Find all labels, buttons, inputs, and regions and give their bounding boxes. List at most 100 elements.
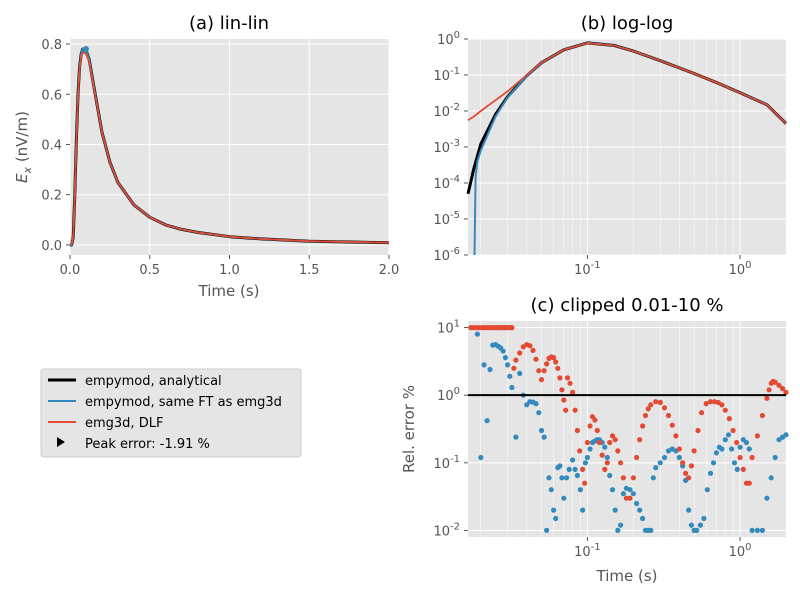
error-point [561,397,567,403]
error-point [627,495,633,501]
series-line-2 [467,42,787,125]
error-point [725,432,732,438]
y-tick-label: 10-1 [433,66,460,84]
error-point [730,427,736,434]
error-point [661,405,668,411]
error-point [695,427,701,434]
error-point [580,507,586,513]
error-point [653,399,659,405]
error-point [746,446,752,452]
panel-b-grid [468,38,786,256]
error-point [642,412,649,419]
error-point [686,475,692,481]
error-point [673,433,679,439]
error-point [524,402,530,408]
panel-b-title: (b) log-log [581,13,674,34]
error-point [500,348,506,354]
error-point [640,423,646,429]
error-point [749,454,755,461]
error-point [502,355,508,361]
error-point [691,448,697,454]
error-point [548,487,554,493]
error-point [570,457,576,463]
error-point [572,466,578,472]
error-point [587,446,593,452]
panel-b: 10-1 100 10-6 10-5 10-4 10-3 10-2 10-1 100 (b) l… [433,13,788,278]
error-point [648,527,654,534]
error-point [766,387,772,393]
error-point [604,454,610,461]
error-point [587,423,593,429]
error-point [731,460,738,466]
error-point [699,410,705,416]
error-point [740,466,746,472]
y-tick-label: 0.2 [41,189,62,204]
error-point [637,507,643,513]
error-point [572,407,578,413]
error-point [607,439,613,446]
x-tick-label: 100 [729,260,752,278]
error-point [704,487,710,493]
error-point [772,379,778,385]
y-tick-label: 100 [437,30,460,48]
error-point [686,507,692,513]
x-tick-label: 0.0 [60,263,81,278]
error-point [620,491,627,497]
error-point [580,466,586,472]
error-point [623,495,630,501]
error-point [478,454,484,461]
error-point [645,406,651,412]
error-point [754,527,761,534]
error-point [559,387,565,393]
error-point [627,487,633,493]
panel-a-lines [69,46,390,247]
legend-label-dlf: emg3d, DLF [85,416,163,431]
error-point [703,401,709,407]
error-point [694,527,700,534]
error-point [505,362,511,368]
error-point [722,437,728,443]
error-point [513,357,519,363]
error-point [544,527,550,534]
error-point [759,412,766,419]
error-point [734,439,740,446]
error-point [607,472,613,479]
ylabel-sub: x [21,166,34,174]
error-point [544,361,550,367]
error-point [538,427,545,434]
error-point [564,475,570,481]
y-tick-label: 0.0 [41,239,62,254]
error-point [553,515,559,522]
y-tick-label: 10-2 [433,521,460,539]
ylabel-main: E [13,173,31,183]
error-point [577,487,584,493]
y-tick-label: 10-3 [433,138,460,156]
error-point [582,460,589,466]
error-point [557,375,563,381]
error-point [604,460,610,466]
error-point [707,399,714,405]
error-point [582,480,588,486]
error-point [657,399,663,406]
error-point [697,522,704,528]
error-point [676,454,682,461]
panel-a-xlabel: Time (s) [198,282,260,300]
legend-box [40,368,302,458]
error-point [533,356,539,362]
legend-label-analytical: empymod, analytical [85,374,222,389]
y-tick-label: 0.4 [41,138,62,153]
error-point [615,448,621,454]
error-point [618,460,624,466]
error-point [530,347,536,353]
panel-c-ticks: 10-1 100 10-2 10-1 100 101 [433,319,751,560]
error-point [592,417,598,423]
legend: empymod, analytical empymod, same FT as … [40,368,302,458]
error-point [640,515,646,522]
panel-c-points [468,325,789,534]
x-tick-label: 1.0 [219,263,240,278]
error-point [749,527,755,534]
error-point [553,359,559,365]
error-point [776,382,782,388]
error-point [541,368,547,374]
